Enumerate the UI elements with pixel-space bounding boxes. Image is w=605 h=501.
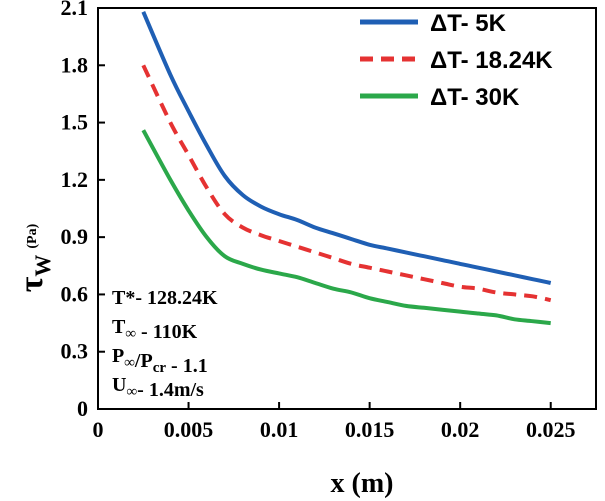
legend: ΔT- 5K ΔT- 18.24K ΔT- 30K — [360, 10, 553, 111]
y-axis-label-sub: W — [30, 255, 55, 277]
y-tick-label: 2.1 — [61, 0, 89, 20]
y-axis-label-main: τ — [13, 276, 50, 292]
x-tick-label: 0.015 — [345, 417, 395, 442]
plot-frame — [97, 7, 597, 410]
x-axis-label: x (m) — [331, 468, 394, 499]
y-tick-label: 0.9 — [61, 224, 89, 249]
y-tick-label: 1.8 — [61, 52, 89, 77]
series-line-2 — [141, 64, 552, 303]
y-axis-label: τW (Pa) — [13, 223, 55, 292]
series-line-1 — [141, 11, 552, 285]
x-tick-label: 0.005 — [164, 417, 214, 442]
annotation-line-3: P∞/Pcr - 1.1 — [112, 345, 208, 377]
y-tick-label: 0.6 — [61, 281, 89, 306]
y-tick-label: 0 — [77, 396, 88, 421]
chart-lines — [141, 11, 552, 326]
annotation-line-2: T∞ - 110K — [112, 316, 198, 343]
y-axis-label-unit: (Pa) — [25, 223, 40, 248]
legend-label-2: ΔT- 18.24K — [430, 47, 553, 74]
annotation-line-1: T*- 128.24K — [112, 287, 218, 309]
legend-label-3: ΔT- 30K — [430, 84, 520, 111]
x-tick-label: 0.02 — [441, 417, 480, 442]
axis-ticks: 0 0.005 0.01 0.015 0.02 0.025 0 0.3 0.6 0.9 1.2 1.5… — [61, 0, 576, 442]
x-tick-label: 0.025 — [526, 417, 576, 442]
series-line-3 — [141, 129, 551, 326]
y-tick-label: 1.5 — [61, 110, 89, 135]
x-tick-label: 0 — [93, 417, 104, 442]
legend-label-1: ΔT- 5K — [430, 10, 507, 37]
y-tick-label: 0.3 — [61, 339, 89, 364]
y-tick-label: 1.2 — [61, 167, 89, 192]
annotation-line-4: U∞- 1.4m/s — [112, 374, 204, 401]
x-tick-label: 0.01 — [260, 417, 299, 442]
